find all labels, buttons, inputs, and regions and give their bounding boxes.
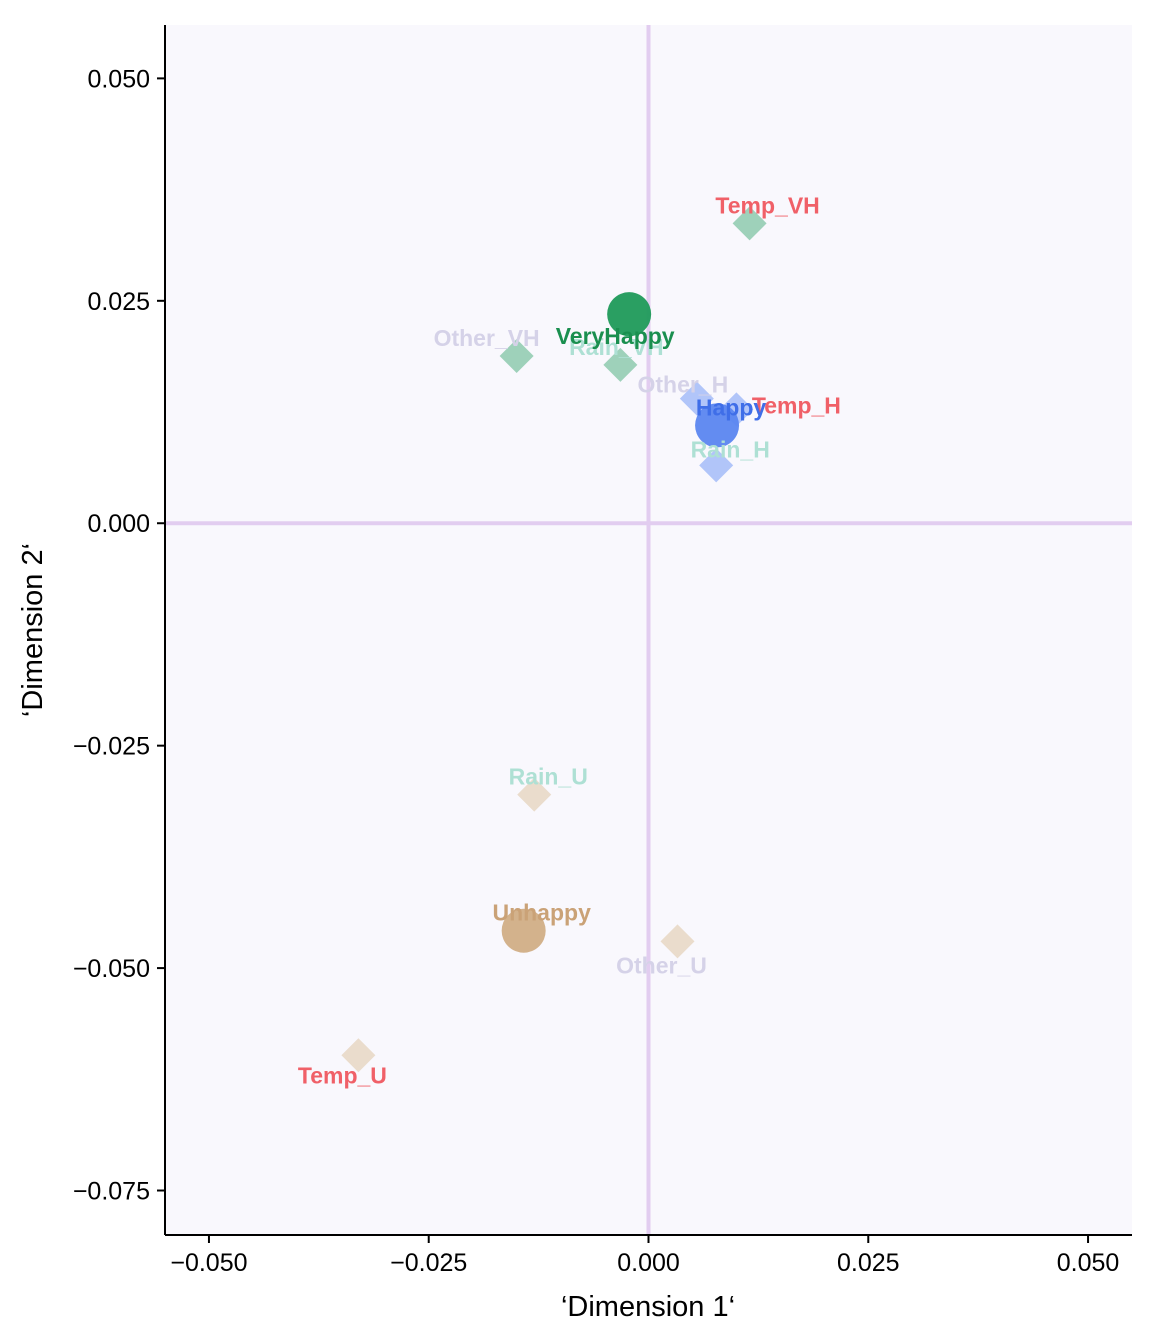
variable-label-other-h: Other_H xyxy=(637,372,728,398)
variable-label-other-u: Other_U xyxy=(616,952,707,978)
variable-label-temp-vh: Temp_VH xyxy=(715,192,819,218)
x-axis-ticks: −0.050 −0.025 0.000 0.025 0.050 xyxy=(170,1235,1119,1277)
category-markers xyxy=(501,292,740,953)
point-labels: Temp_VH Other_VH Rain_VH Other_H Temp_H Rain_… xyxy=(298,192,841,1088)
y-tick-label: 0.025 xyxy=(87,288,150,316)
variable-label-temp-h: Temp_H xyxy=(752,392,841,418)
x-tick-label: 0.000 xyxy=(617,1249,680,1277)
category-label-veryhappy: VeryHappy xyxy=(556,323,675,349)
y-axis-ticks: 0.050 0.025 0.000 −0.025 −0.050 −0.075 xyxy=(73,65,165,1206)
variable-point-other-u xyxy=(660,924,695,959)
variable-label-other-vh: Other_VH xyxy=(434,325,540,351)
variable-point-temp-vh xyxy=(732,206,767,241)
y-axis-title: ‘Dimension 2‘ xyxy=(17,543,49,717)
y-tick-label: 0.000 xyxy=(87,510,150,538)
variable-label-rain-u: Rain_U xyxy=(509,764,588,790)
category-label-unhappy: Unhappy xyxy=(492,900,591,926)
category-point-unhappy xyxy=(501,908,546,953)
x-tick-label: 0.025 xyxy=(837,1249,900,1277)
y-tick-label: −0.050 xyxy=(73,955,150,983)
variable-point-temp-u xyxy=(341,1038,376,1073)
x-axis-title: ‘Dimension 1‘ xyxy=(561,1291,735,1323)
y-tick-label: −0.075 xyxy=(73,1178,150,1206)
variable-point-rain-vh xyxy=(603,347,638,382)
variable-point-rain-u xyxy=(517,777,552,812)
variable-label-temp-u: Temp_U xyxy=(298,1062,387,1088)
variable-point-other-vh xyxy=(499,338,534,373)
y-tick-label: −0.025 xyxy=(73,733,150,761)
variable-label-rain-vh: Rain_VH xyxy=(569,334,664,360)
category-label-happy: Happy xyxy=(696,394,767,420)
category-point-veryhappy xyxy=(607,292,652,337)
x-tick-label: 0.050 xyxy=(1057,1249,1120,1277)
x-tick-label: −0.050 xyxy=(170,1249,247,1277)
y-tick-label: 0.050 xyxy=(87,65,150,93)
reference-lines xyxy=(165,25,1132,1235)
category-point-happy xyxy=(695,403,740,448)
x-tick-label: −0.025 xyxy=(390,1249,467,1277)
variable-label-rain-h: Rain_H xyxy=(691,436,770,462)
variable-point-rain-h xyxy=(699,448,734,483)
